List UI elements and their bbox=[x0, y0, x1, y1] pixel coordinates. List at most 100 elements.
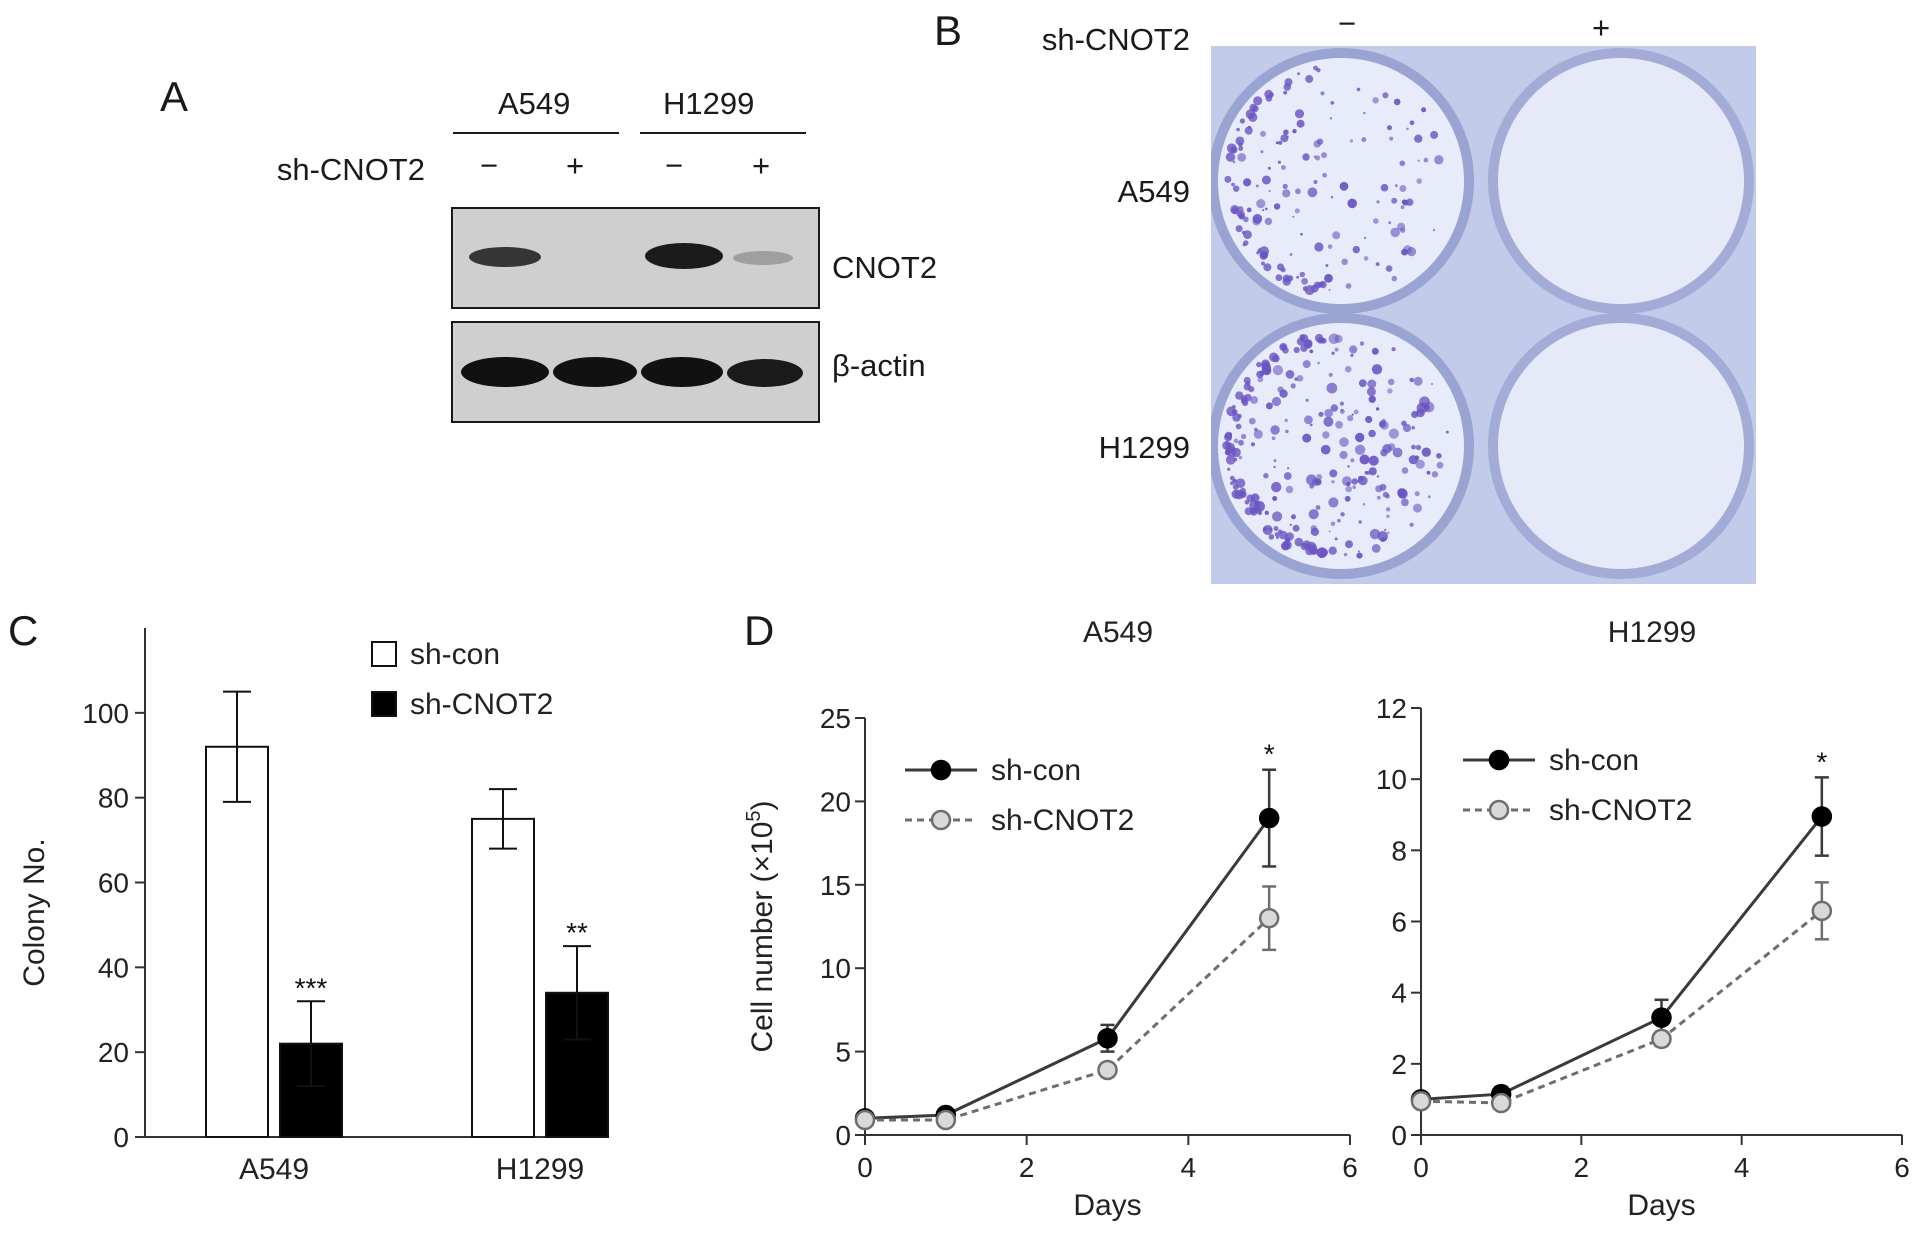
colony-dot bbox=[1310, 423, 1313, 427]
colony-dot bbox=[1328, 372, 1333, 377]
colony-dot bbox=[1320, 91, 1325, 96]
colony-dot bbox=[1276, 263, 1285, 271]
colony-dot bbox=[1397, 222, 1406, 231]
bar bbox=[205, 745, 269, 1138]
colony-dot bbox=[1329, 469, 1338, 478]
colony-dot bbox=[1350, 198, 1353, 202]
colony-dot bbox=[1340, 512, 1345, 517]
colony-dot bbox=[1299, 271, 1306, 278]
data-point bbox=[935, 1109, 957, 1131]
panel-b-letter: B bbox=[934, 7, 963, 54]
colony-dot bbox=[1401, 248, 1408, 256]
y-tick-label: 10 bbox=[1376, 764, 1407, 795]
significance-label: * bbox=[1816, 746, 1827, 777]
colony-dot bbox=[1302, 286, 1308, 292]
colony-dot bbox=[1248, 417, 1256, 425]
colony-dot bbox=[1279, 389, 1288, 398]
x-tick-label: 0 bbox=[1413, 1152, 1429, 1183]
colony-dot bbox=[1250, 442, 1256, 447]
y-tick-label: 6 bbox=[1391, 907, 1407, 938]
colony-dot bbox=[1431, 383, 1433, 385]
colony-dot bbox=[1347, 415, 1354, 422]
colony-dot bbox=[1283, 90, 1288, 95]
colony-dot bbox=[1377, 531, 1388, 542]
colony-dot bbox=[1224, 434, 1228, 438]
colony-dot bbox=[1343, 552, 1348, 557]
x-tick-label: 0 bbox=[857, 1152, 873, 1183]
series-line bbox=[865, 917, 1271, 1122]
colony-dot bbox=[1271, 396, 1282, 407]
significance-label: * bbox=[1264, 739, 1275, 770]
colony-dot bbox=[1345, 283, 1352, 289]
colony-dot bbox=[1318, 411, 1324, 417]
colony-dot bbox=[1351, 413, 1354, 416]
colony-dot bbox=[1317, 337, 1324, 344]
colony-dot bbox=[1387, 125, 1392, 131]
colony-dot bbox=[1409, 120, 1415, 126]
colony-dot bbox=[1364, 236, 1367, 239]
colony-dot bbox=[1289, 253, 1293, 256]
x-tick-label: 4 bbox=[1734, 1152, 1750, 1183]
colony-dot bbox=[1346, 481, 1351, 487]
colony-dot bbox=[1413, 376, 1423, 386]
colony-dot bbox=[1351, 478, 1358, 485]
cell-line-label-h1299: H1299 bbox=[663, 86, 755, 121]
colony-dot bbox=[1272, 354, 1280, 363]
colony-dot bbox=[1233, 185, 1240, 192]
significance-label: *** bbox=[295, 972, 328, 1003]
colony-dot bbox=[1304, 415, 1313, 425]
colony-dot bbox=[1385, 507, 1391, 512]
colony-dot bbox=[1329, 117, 1333, 120]
colony-dot bbox=[1368, 395, 1376, 403]
colony-dot bbox=[1227, 467, 1231, 471]
y-tick-label: 0 bbox=[1391, 1120, 1407, 1151]
colony-dot bbox=[1295, 188, 1301, 195]
colony-dot bbox=[1353, 409, 1359, 415]
colony-dot bbox=[1376, 495, 1381, 500]
colony-dot bbox=[1325, 264, 1329, 267]
colony-dot bbox=[1302, 360, 1311, 369]
colony-dot bbox=[1255, 184, 1259, 188]
y-tick-label: 15 bbox=[820, 870, 851, 901]
colony-dot bbox=[1241, 230, 1246, 235]
colony-dot bbox=[1232, 479, 1237, 484]
colony-dot bbox=[1296, 375, 1304, 382]
colony-dot bbox=[1296, 119, 1305, 128]
colony-dot bbox=[1324, 273, 1333, 283]
colony-dot bbox=[1369, 528, 1381, 540]
colony-dot bbox=[1320, 548, 1328, 557]
colony-dot bbox=[1330, 196, 1334, 199]
colony-dot bbox=[1322, 172, 1327, 178]
colony-dot bbox=[1237, 153, 1247, 162]
colony-dot bbox=[1252, 217, 1261, 226]
colony-dot bbox=[1387, 378, 1395, 386]
colony-dot bbox=[1350, 458, 1355, 463]
colony-dot bbox=[1417, 159, 1420, 162]
colony-dot bbox=[1436, 461, 1444, 469]
colony-dot bbox=[1415, 459, 1425, 469]
colony-dot bbox=[1282, 189, 1291, 198]
y-axis-label: Colony No. bbox=[18, 838, 51, 986]
colony-dot bbox=[1378, 420, 1387, 428]
colony-dot bbox=[1411, 425, 1415, 430]
colony-dot bbox=[1373, 218, 1379, 224]
colony-dot bbox=[1352, 485, 1356, 490]
colony-dot bbox=[1250, 396, 1258, 404]
colony-dot bbox=[1285, 485, 1294, 494]
blot-cnot2 bbox=[451, 207, 820, 309]
colony-dot bbox=[1244, 126, 1253, 135]
colony-dot bbox=[1411, 410, 1419, 419]
blot-label-beta-actin: β-actin bbox=[832, 348, 926, 383]
colony-dot bbox=[1264, 217, 1273, 226]
colony-dot bbox=[1268, 189, 1271, 192]
band-actin-lane1 bbox=[461, 357, 549, 387]
colony-dot bbox=[1300, 344, 1308, 352]
colony-dot bbox=[1406, 127, 1409, 131]
colony-dot bbox=[1243, 216, 1249, 223]
data-point bbox=[1258, 907, 1280, 929]
band-actin-lane2 bbox=[553, 357, 637, 387]
treatment-sign-b1: − bbox=[1338, 6, 1357, 41]
colony-dot bbox=[1339, 437, 1349, 447]
data-point bbox=[1811, 900, 1833, 922]
colony-dot bbox=[1273, 459, 1277, 463]
